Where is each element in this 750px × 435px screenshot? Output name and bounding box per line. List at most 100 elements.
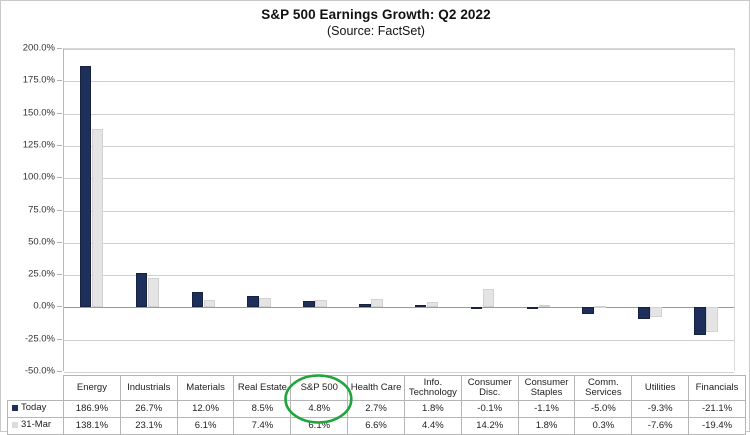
y-axis-tick-label: 25.0% — [28, 268, 55, 280]
bar-prev — [315, 299, 327, 308]
bar-group — [287, 49, 343, 371]
gridline — [64, 178, 734, 180]
table-row: Today 186.9% 26.7% 12.0% 8.5% 4.8% 2.7% 1.8% -0.… — [7, 400, 746, 418]
gridline — [64, 81, 734, 83]
table-cell: 1.8% — [403, 400, 462, 418]
table-header-cell: Consumer Staples — [517, 375, 576, 401]
bar-today — [359, 303, 371, 308]
plot-area — [63, 48, 735, 373]
bar-group — [64, 49, 120, 371]
bar-prev — [426, 301, 439, 308]
y-axis-tick-label: 200.0% — [22, 42, 55, 54]
table-header-cell: Comm. Services — [574, 375, 633, 401]
bar-prev — [650, 307, 662, 318]
table-cell: 6.6% — [347, 417, 405, 435]
table-row: 31-Mar 138.1% 23.1% 6.1% 7.4% 6.1% 6.6% 4.4% 14.… — [7, 417, 746, 435]
table-cell: -5.0% — [574, 400, 633, 418]
bar-today — [247, 296, 259, 308]
table-header-cell: Energy — [63, 375, 121, 401]
bar-group — [399, 49, 455, 371]
legend-entry-today: Today — [7, 400, 64, 418]
table-header-cell: Consumer Disc. — [460, 375, 519, 401]
table-cell: 4.4% — [403, 417, 462, 435]
table-cell: 12.0% — [176, 400, 235, 418]
bar-prev — [147, 277, 160, 308]
table-cell: 138.1% — [63, 417, 121, 435]
bar-group — [232, 49, 288, 371]
y-axis-tick-mark — [57, 209, 62, 211]
table-cell: -1.1% — [517, 400, 576, 418]
y-axis-tick-label: 75.0% — [28, 204, 55, 215]
table-header-cell: Utilities — [631, 375, 690, 401]
y-axis-tick-mark — [57, 241, 62, 243]
table-cell: -9.3% — [631, 400, 690, 418]
bar-today — [191, 291, 204, 308]
bar-group — [455, 49, 511, 371]
table-cell: -19.4% — [688, 417, 746, 435]
bar-prev — [91, 128, 104, 308]
y-axis-labels: 200.0% 175.0% 150.0% 125.0% 100.0% 75.0% 50.0%… — [1, 43, 59, 377]
y-axis-tick-mark — [57, 338, 62, 340]
table-header-cell: Industrials — [119, 375, 178, 401]
gridline — [64, 49, 734, 50]
table-header-cell: S&P 500 — [290, 375, 349, 401]
table-cell: 0.3% — [574, 417, 633, 435]
y-axis-tick-mark — [57, 80, 62, 82]
bar-prev — [371, 298, 383, 308]
y-axis-tick-label: -25.0% — [24, 333, 55, 345]
legend-entry-prev: 31-Mar — [7, 417, 64, 435]
bar-today — [470, 307, 483, 310]
table-cell: -7.6% — [631, 417, 690, 435]
y-axis-tick-mark — [57, 371, 62, 372]
table-header-cell: Real Estate — [233, 375, 292, 401]
table-cell: 4.8% — [290, 400, 349, 418]
table-cell: -0.1% — [460, 400, 519, 418]
table-header-row: Energy Industrials Materials Real Estate S&P… — [8, 375, 746, 401]
table-body: Today 186.9% 26.7% 12.0% 8.5% 4.8% 2.7% 1.8% -0.… — [7, 400, 746, 435]
bar-group — [511, 49, 567, 371]
table-cell: 186.9% — [63, 400, 121, 418]
legend-label: Today — [21, 402, 47, 414]
data-table-wrap: Energy Industrials Materials Real Estate S&P… — [7, 374, 746, 435]
bar-today — [582, 307, 594, 314]
data-table: Energy Industrials Materials Real Estate S&P… — [7, 375, 746, 435]
table-cell: -21.1% — [688, 400, 746, 418]
bar-series-container — [64, 49, 734, 371]
table-header-cell: Health Care — [347, 375, 405, 401]
legend-swatch-icon — [12, 404, 18, 411]
chart-subtitle: (Source: FactSet) — [327, 24, 425, 38]
gridline — [64, 307, 734, 309]
y-axis-tick-label: 125.0% — [22, 139, 55, 151]
bar-today — [303, 301, 315, 308]
bar-prev — [706, 307, 718, 333]
bar-prev — [259, 297, 271, 308]
y-axis-tick-label: 100.0% — [22, 171, 55, 183]
page-title: S&P 500 Earnings Growth: Q2 2022 — [261, 7, 491, 22]
bar-group — [567, 49, 623, 371]
y-axis-tick-label: 175.0% — [22, 74, 55, 86]
bar-group — [678, 49, 734, 371]
gridline — [64, 145, 734, 147]
legend-swatch-icon — [12, 421, 18, 428]
y-axis-tick-label: 0.0% — [33, 300, 55, 312]
gridline — [64, 372, 734, 373]
y-axis-tick-label: 150.0% — [22, 107, 55, 119]
table-header-cell: Info. Technology — [403, 375, 462, 401]
table-cell: 8.5% — [233, 400, 292, 418]
plot-wrap — [63, 48, 735, 373]
gridline — [64, 113, 734, 115]
y-axis-tick-mark — [57, 112, 62, 114]
y-axis-tick-label: 50.0% — [28, 236, 55, 248]
bar-prev — [203, 299, 216, 308]
y-axis-tick-label: -50.0% — [24, 365, 55, 377]
bar-today — [638, 307, 650, 320]
table-cell: 26.7% — [119, 400, 178, 418]
bar-today — [414, 305, 427, 308]
table-cell: 2.7% — [347, 400, 405, 418]
bar-prev — [538, 305, 551, 308]
bar-today — [526, 307, 539, 310]
y-axis-tick-mark — [57, 306, 62, 308]
y-axis-tick-mark — [57, 48, 62, 49]
bar-group — [343, 49, 399, 371]
